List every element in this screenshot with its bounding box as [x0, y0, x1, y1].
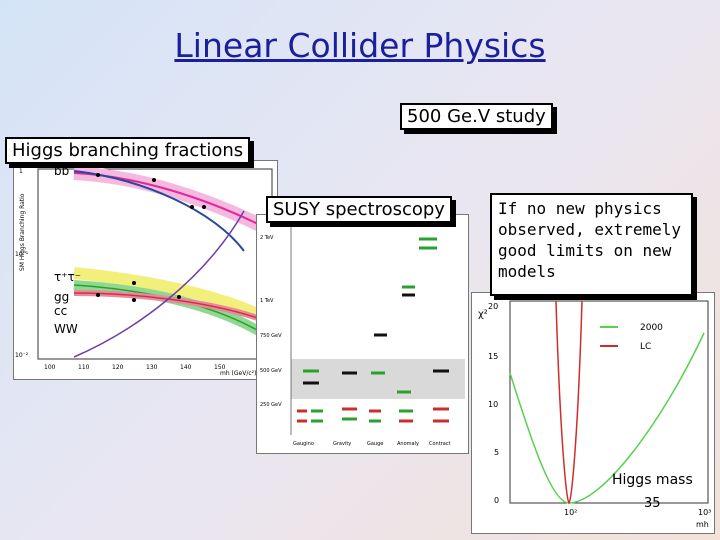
- susy-ytick: 750 GeV: [260, 333, 282, 339]
- channel-label-tautau: τ⁺τ⁻: [54, 270, 81, 284]
- susy-model-label: Anomaly: [397, 441, 419, 447]
- higgs-mass-caption: Higgs mass: [612, 472, 693, 488]
- chi2-xlabel: mh: [696, 520, 709, 529]
- susy-ytick: 1 TeV: [260, 298, 274, 304]
- chi2-ytick: 20: [488, 302, 498, 311]
- higgs-xtick: 120: [112, 364, 124, 371]
- chi2-ylabel: χ²: [478, 309, 488, 320]
- chi2-xtick: 10²: [564, 508, 577, 517]
- no-new-physics-callout: If no new physics observed, extremely go…: [490, 193, 693, 296]
- higgs-ytick: 10⁻²: [15, 352, 29, 359]
- chi2-xtick: 10³: [698, 508, 711, 517]
- susy-model-label: Gaugino: [293, 441, 314, 447]
- higgs-xtick: 140: [180, 364, 192, 371]
- susy-model-label: Gauge: [367, 441, 383, 447]
- study-label: 500 Ge.V study: [400, 103, 553, 130]
- higgs-branching-plot: SM Higgs Branching Ratio 1 10⁻¹ 10⁻² bb …: [13, 160, 278, 380]
- higgs-branching-svg: SM Higgs Branching Ratio 1 10⁻¹ 10⁻² bb …: [15, 164, 276, 377]
- chi2-ytick: 10: [488, 400, 498, 409]
- chi2-ytick: 5: [494, 448, 499, 457]
- higgs-xtick: 110: [78, 364, 90, 371]
- higgs-ytick: 10⁻¹: [15, 251, 29, 258]
- chi2-ytick: 15: [488, 352, 498, 361]
- susy-ytick: 250 GeV: [260, 402, 282, 408]
- page-number: 35: [644, 496, 661, 511]
- susy-ytick: 2 TeV: [260, 235, 274, 241]
- susy-model-label: Contract: [429, 441, 451, 447]
- legend-2000: 2000: [640, 323, 663, 333]
- susy-spectroscopy-plot: 2 TeV 1 TeV 750 GeV 500 GeV 250 GeV Gaug…: [256, 214, 469, 454]
- higgs-ylabel: SM Higgs Branching Ratio: [19, 193, 26, 271]
- chi2-limit-svg: χ² 20 15 10 5 0 2000 LC 10² 10³ mh: [472, 293, 714, 533]
- channel-label-cc: cc: [54, 304, 67, 318]
- higgs-xtick: 150: [214, 364, 226, 371]
- higgs-branching-label: Higgs branching fractions: [5, 137, 251, 164]
- chi2-limit-plot: χ² 20 15 10 5 0 2000 LC 10² 10³ mh: [471, 292, 715, 534]
- higgs-ytick: 1: [19, 168, 23, 175]
- susy-ytick: 500 GeV: [260, 368, 282, 374]
- page-title: Linear Collider Physics: [174, 26, 546, 65]
- higgs-xtick: 130: [146, 364, 158, 371]
- chi2-ytick: 0: [494, 496, 499, 505]
- legend-lc: LC: [640, 342, 651, 352]
- channel-label-ww: WW: [54, 322, 78, 336]
- higgs-xlabel: mh (GeV/c²): [220, 370, 256, 377]
- higgs-xtick: 100: [44, 364, 56, 371]
- susy-spectroscopy-svg: 2 TeV 1 TeV 750 GeV 500 GeV 250 GeV Gaug…: [257, 215, 468, 453]
- channel-label-gg: gg: [54, 290, 69, 304]
- susy-model-label: Gravity: [333, 441, 351, 447]
- channel-label-bb: bb: [54, 164, 69, 178]
- susy-spectroscopy-label: SUSY spectroscopy: [266, 196, 452, 223]
